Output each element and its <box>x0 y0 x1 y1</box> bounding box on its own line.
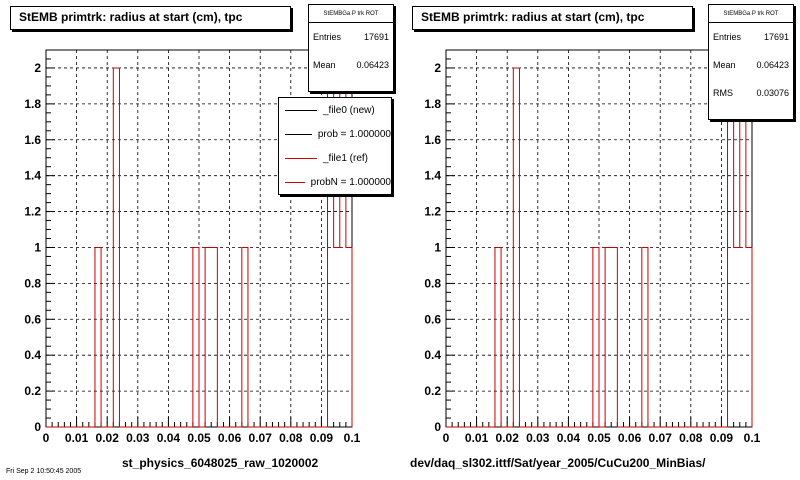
left-x-tick-label: 0.02 <box>96 431 120 445</box>
right-chart-title: StEMB primtrk: radius at start (cm), tpc <box>412 6 693 30</box>
left-y-tick-label: 1 <box>34 240 41 254</box>
right-x-axis-label: dev/daq_sl302.ittf/Sat/year_2005/CuCu200… <box>410 456 706 470</box>
right-histogram-line <box>446 67 753 428</box>
left-y-tick-label: 0.4 <box>24 348 41 362</box>
left-stats-mean-label: Mean <box>313 60 336 70</box>
left-x-tick-label: 0.01 <box>65 431 89 445</box>
right-stats-mean-label: Mean <box>713 60 736 70</box>
legend-line-file1 <box>285 157 317 159</box>
right-y-tick-label: 0 <box>434 420 441 434</box>
right-stats-entries-label: Entries <box>713 32 742 42</box>
right-x-tick-label: 0 <box>443 431 450 445</box>
left-y-tick-label: 1.4 <box>24 169 41 183</box>
legend-entry-file1: _file1 (ref) <box>279 146 391 170</box>
right-x-tick-label: 0.1 <box>744 431 761 445</box>
left-x-tick-label: 0 <box>43 431 50 445</box>
left-y-tick-label: 1.2 <box>24 205 41 219</box>
right-y-tick-label: 1.6 <box>424 133 441 147</box>
left-legend: _file0 (new) prob = 1.000000 _file1 (ref… <box>278 97 392 195</box>
right-x-tick-label: 0.01 <box>465 431 489 445</box>
timestamp-footer: Fri Sep 2 10:50:45 2005 <box>6 468 82 475</box>
right-stats-mean-value: 0.06423 <box>756 60 789 70</box>
left-x-tick-label: 0.07 <box>249 431 273 445</box>
left-y-tick-label: 1.8 <box>24 97 41 111</box>
right-y-tick-label: 0.6 <box>424 312 441 326</box>
right-plot-svg: 0 0.01 0.02 0.03 0.04 0.05 0.06 0.07 0.08 0.09 0.1… <box>424 49 761 445</box>
right-x-tick-label: 0.02 <box>496 431 520 445</box>
legend-label-file0: _file0 (new) <box>323 104 375 116</box>
left-y-tick-label: 0 <box>34 420 41 434</box>
right-x-tick-label: 0.04 <box>557 431 581 445</box>
left-x-tick-label: 0.03 <box>126 431 150 445</box>
right-y-tick-label: 0.8 <box>424 276 441 290</box>
right-x-tick-label: 0.09 <box>710 431 734 445</box>
left-stats-box: StEMBGa P trk ROT Entries 17691 Mean 0.0… <box>308 4 394 92</box>
left-y-tick-label: 0.2 <box>24 384 41 398</box>
legend-label-prob: prob = 1.000000 <box>317 128 391 140</box>
right-y-tick-label: 0.2 <box>424 384 441 398</box>
left-stats-mean-value: 0.06423 <box>356 60 389 70</box>
right-histogram-pad: 0 0.01 0.02 0.03 0.04 0.05 0.06 0.07 0.08 0.09 0.1… <box>400 0 800 480</box>
left-chart-title: StEMB primtrk: radius at start (cm), tpc <box>10 6 291 30</box>
right-stats-rms-value: 0.03076 <box>756 88 789 98</box>
left-stats-mean-row: Mean 0.06423 <box>309 51 393 79</box>
legend-label-file1: _file1 (ref) <box>323 152 369 164</box>
left-y-tick-label: 0.6 <box>24 312 41 326</box>
right-y-tick-label: 2 <box>434 61 441 75</box>
right-x-tick-label: 0.06 <box>618 431 642 445</box>
legend-entry-probn: probN = 1.000000 <box>279 170 391 194</box>
right-stats-box: StEMBGa P trk ROT Entries 17691 Mean 0.0… <box>708 4 794 120</box>
right-x-tick-label: 0.05 <box>587 431 611 445</box>
right-stats-mean-row: Mean 0.06423 <box>709 51 793 79</box>
left-histogram-pad: 0 0.01 0.02 0.03 0.04 0.05 0.06 0.07 0.08 0.09 0.1… <box>10 4 394 470</box>
left-stats-entries-value: 17691 <box>363 32 389 42</box>
left-y-tick-label: 1.6 <box>24 133 41 147</box>
legend-entry-file0: _file0 (new) <box>279 98 391 122</box>
right-x-tick-label: 0.08 <box>679 431 703 445</box>
left-y-tick-label: 2 <box>34 61 41 75</box>
right-stats-header: StEMBGa P trk ROT <box>709 5 793 23</box>
right-y-tick-label: 1.4 <box>424 169 441 183</box>
right-y-tick-label: 0.4 <box>424 348 441 362</box>
legend-entry-prob: prob = 1.000000 <box>279 122 391 146</box>
left-x-axis-label: st_physics_6048025_raw_1020002 <box>122 456 319 470</box>
legend-line-prob <box>285 133 312 135</box>
left-x-tick-label: 0.09 <box>310 431 334 445</box>
right-y-tick-label: 1 <box>434 240 441 254</box>
right-y-tick-label: 1.2 <box>424 205 441 219</box>
legend-line-file0 <box>285 109 317 111</box>
left-stats-header: StEMBGa P trk ROT <box>309 5 393 23</box>
right-x-tick-label: 0.03 <box>526 431 550 445</box>
left-x-tick-label: 0.1 <box>344 431 361 445</box>
left-x-tick-label: 0.05 <box>187 431 211 445</box>
left-stats-entries-row: Entries 17691 <box>309 23 393 51</box>
right-stats-entries-value: 17691 <box>763 32 789 42</box>
right-y-tick-label: 1.8 <box>424 97 441 111</box>
right-x-tick-label: 0.07 <box>649 431 673 445</box>
left-x-tick-label: 0.04 <box>157 431 181 445</box>
left-x-tick-label: 0.06 <box>218 431 242 445</box>
left-x-tick-label: 0.08 <box>279 431 303 445</box>
right-stats-entries-row: Entries 17691 <box>709 23 793 51</box>
left-stats-entries-label: Entries <box>313 32 342 42</box>
right-stats-rms-row: RMS 0.03076 <box>709 79 793 107</box>
legend-line-probn <box>285 181 305 183</box>
left-y-tick-label: 0.8 <box>24 276 41 290</box>
left-histogram-line <box>46 67 353 428</box>
legend-label-probn: probN = 1.000000 <box>310 176 391 188</box>
right-stats-rms-label: RMS <box>713 88 733 98</box>
